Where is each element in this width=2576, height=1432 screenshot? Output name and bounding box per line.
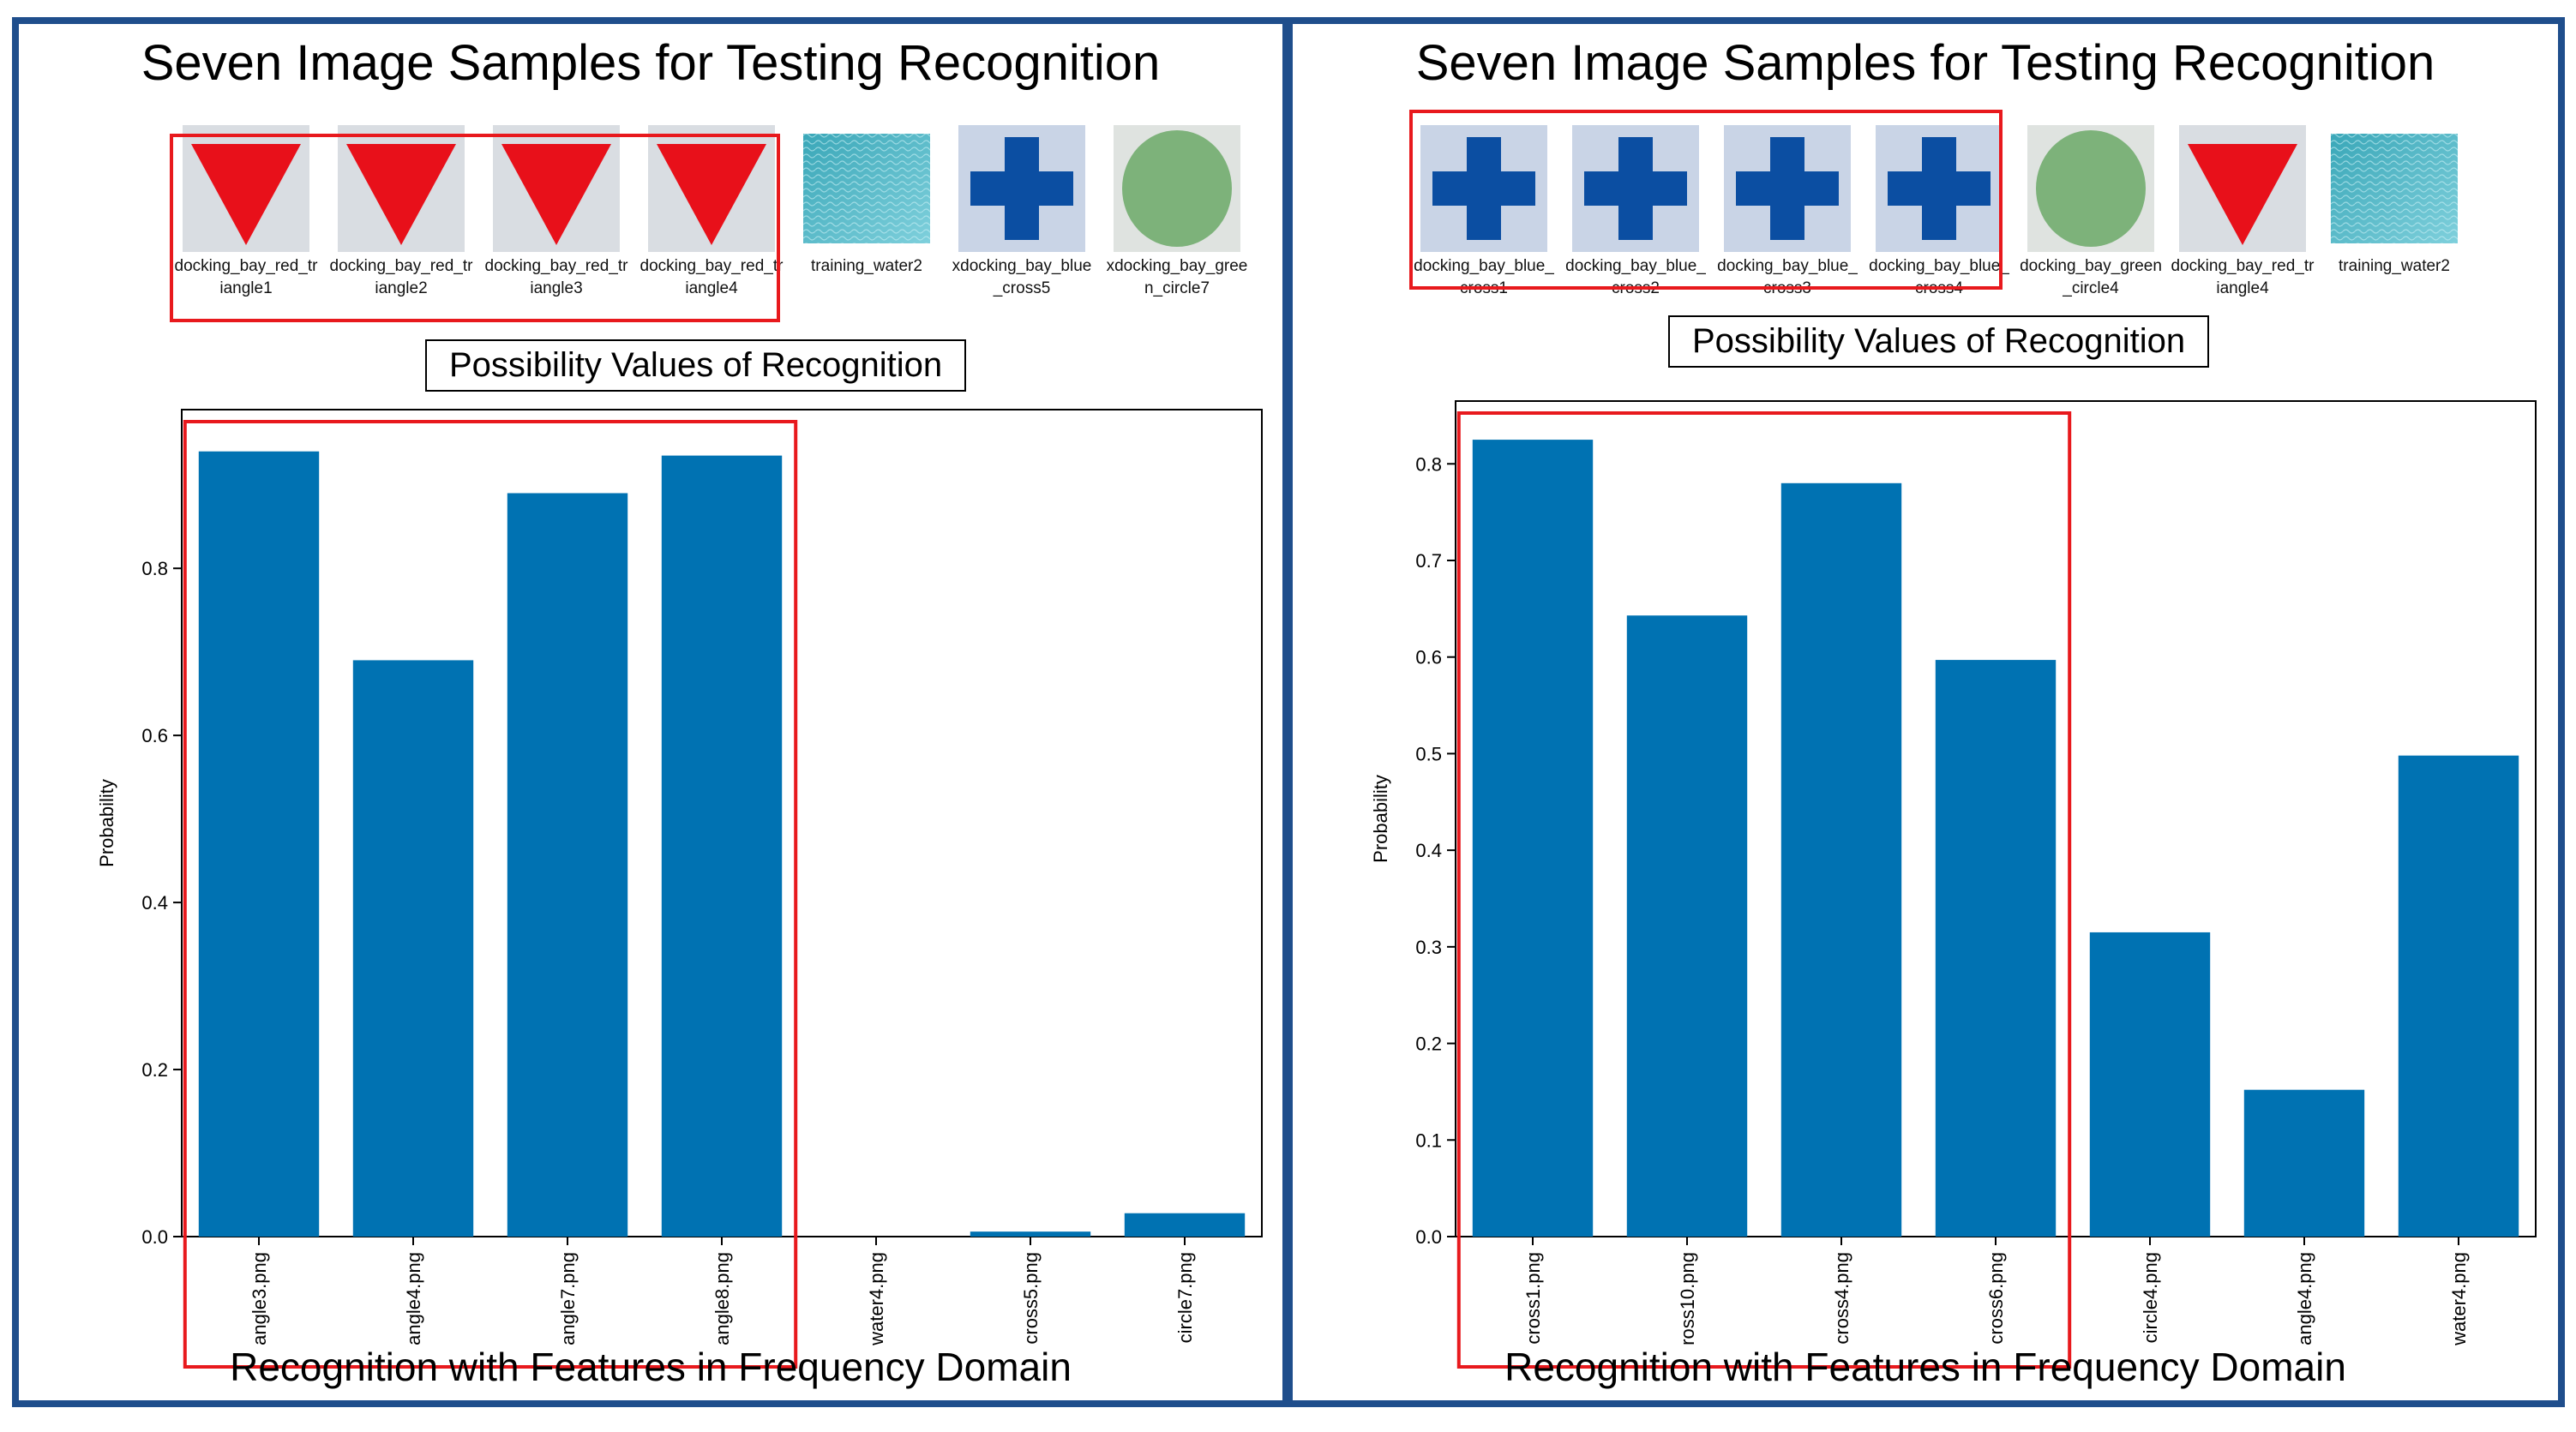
blue-cross-icon xyxy=(1420,125,1547,252)
y-tick-label: 0.8 xyxy=(1415,453,1442,475)
left-chart-title: Possibility Values of Recognition xyxy=(425,339,967,392)
sample-image: docking_bay_red_triangle4 xyxy=(639,125,784,300)
sample-image: docking_bay_green_circle4 xyxy=(2018,125,2164,300)
sample-image: docking_bay_red_triangle3 xyxy=(483,125,629,300)
bar xyxy=(1935,660,2057,1237)
sample-image: docking_bay_red_triangle1 xyxy=(173,125,319,300)
x-tick-label: angle4.png xyxy=(403,1252,424,1345)
bar xyxy=(2089,932,2211,1237)
bar xyxy=(1124,1213,1246,1237)
right-panel-title: Seven Image Samples for Testing Recognit… xyxy=(1415,35,2435,91)
y-tick-label: 0.5 xyxy=(1415,743,1442,764)
left-panel: Seven Image Samples for Testing Recognit… xyxy=(12,17,1289,1407)
y-tick-label: 0.4 xyxy=(1415,840,1442,861)
y-tick-label: 0.0 xyxy=(141,1226,168,1248)
bars-highlight-box xyxy=(183,420,798,1369)
y-tick-label: 0.7 xyxy=(1415,550,1442,572)
x-tick-label: cross1.png xyxy=(1522,1252,1544,1345)
x-tick-label: angle8.png xyxy=(712,1252,733,1345)
sample-caption: docking_bay_blue_cross1 xyxy=(1414,257,1554,297)
red-triangle-icon xyxy=(648,125,775,252)
bar xyxy=(507,493,628,1237)
y-axis-label: Probability xyxy=(1370,775,1391,863)
sample-image: docking_bay_blue_cross1 xyxy=(1411,125,1557,300)
blue-cross-icon xyxy=(958,125,1085,252)
y-tick-label: 0.6 xyxy=(1415,647,1442,668)
x-tick-label: cross5.png xyxy=(1020,1252,1042,1345)
sample-image: docking_bay_blue_cross3 xyxy=(1714,125,1860,300)
sample-image: xdocking_bay_green_circle7 xyxy=(1104,125,1250,300)
bars-highlight-box xyxy=(1456,411,2072,1369)
sample-caption: docking_bay_red_triangle1 xyxy=(174,257,318,297)
water-texture-icon xyxy=(2331,125,2458,252)
water-texture-icon xyxy=(803,125,930,252)
x-tick-label: circle7.png xyxy=(1174,1252,1196,1343)
y-tick-label: 0.2 xyxy=(1415,1034,1442,1055)
x-tick-label: cross4.png xyxy=(1831,1252,1852,1345)
sample-caption: docking_bay_blue_cross3 xyxy=(1717,257,1858,297)
sample-image: docking_bay_red_triangle4 xyxy=(2170,125,2315,300)
red-triangle-icon xyxy=(183,125,309,252)
sample-caption: docking_bay_green_circle4 xyxy=(2020,257,2162,297)
red-triangle-icon xyxy=(338,125,465,252)
right-panel: Seven Image Samples for Testing Recognit… xyxy=(1286,17,2565,1407)
sample-caption: xdocking_bay_green_circle7 xyxy=(1106,257,1248,297)
left-sample-strip: docking_bay_red_triangle1 docking_bay_red… xyxy=(19,125,1282,339)
blue-cross-icon xyxy=(1724,125,1851,252)
y-tick-label: 0.0 xyxy=(1415,1226,1442,1248)
right-sample-strip: docking_bay_blue_cross1 docking_bay_blue_… xyxy=(1293,125,2558,339)
y-tick-label: 0.4 xyxy=(141,892,168,914)
bar xyxy=(661,455,783,1237)
y-tick-label: 0.3 xyxy=(1415,937,1442,958)
bar xyxy=(1626,615,1748,1237)
x-tick-label: water4.png xyxy=(2448,1252,2470,1346)
x-tick-label: angle7.png xyxy=(557,1252,579,1345)
green-circle-icon xyxy=(2027,125,2154,252)
bar xyxy=(352,660,474,1237)
red-triangle-icon xyxy=(493,125,620,252)
bar xyxy=(1472,440,1594,1237)
sample-image: docking_bay_red_triangle2 xyxy=(328,125,474,300)
x-tick-label: circle4.png xyxy=(2140,1252,2161,1343)
sample-image: training_water2 xyxy=(2321,125,2467,278)
right-chart-title: Possibility Values of Recognition xyxy=(1668,315,2210,368)
x-tick-label: angle3.png xyxy=(249,1252,270,1345)
red-triangle-icon xyxy=(2179,125,2306,252)
x-tick-label: water4.png xyxy=(866,1252,887,1346)
sample-caption: training_water2 xyxy=(811,257,922,275)
right-bar-chart: 0.0 0.1 0.2 0.3 0.4 0.5 0.6 0.7 0.8 Probability cr… xyxy=(1370,400,2537,1369)
x-tick-label: angle4.png xyxy=(2294,1252,2315,1345)
sample-caption: docking_bay_red_triangle4 xyxy=(639,257,784,297)
bar xyxy=(198,451,320,1237)
bar xyxy=(2398,755,2519,1237)
sample-caption: docking_bay_blue_cross4 xyxy=(1869,257,2009,297)
left-footer: Recognition with Features in Frequency D… xyxy=(230,1345,1072,1389)
bar xyxy=(2243,1089,2365,1237)
left-panel-title: Seven Image Samples for Testing Recognit… xyxy=(141,35,1161,91)
sample-caption: docking_bay_red_triangle2 xyxy=(329,257,473,297)
x-tick-label: ross10.png xyxy=(1677,1252,1698,1345)
y-tick-label: 0.8 xyxy=(141,558,168,579)
x-tick-label: cross6.png xyxy=(1985,1252,2007,1345)
left-bar-chart: 0.0 0.2 0.4 0.6 0.8 Probability angle3.png angl… xyxy=(96,409,1263,1369)
sample-caption: docking_bay_red_triangle3 xyxy=(484,257,628,297)
y-tick-label: 0.2 xyxy=(141,1059,168,1081)
green-circle-icon xyxy=(1114,125,1240,252)
sample-image: xdocking_bay_blue_cross5 xyxy=(949,125,1095,300)
y-axis-label: Probability xyxy=(96,779,117,867)
sample-caption: xdocking_bay_blue_cross5 xyxy=(952,257,1092,297)
bar xyxy=(1780,482,1902,1237)
sample-image: docking_bay_blue_cross4 xyxy=(1866,125,2012,300)
sample-caption: docking_bay_blue_cross2 xyxy=(1565,257,1706,297)
right-footer: Recognition with Features in Frequency D… xyxy=(1504,1345,2346,1389)
bar xyxy=(970,1231,1091,1237)
blue-cross-icon xyxy=(1876,125,2003,252)
blue-cross-icon xyxy=(1572,125,1699,252)
sample-image: docking_bay_blue_cross2 xyxy=(1563,125,1708,300)
sample-caption: docking_bay_red_triangle4 xyxy=(2171,257,2315,297)
y-tick-label: 0.6 xyxy=(141,725,168,746)
sample-caption: training_water2 xyxy=(2339,257,2450,275)
sample-image: training_water2 xyxy=(794,125,940,278)
y-tick-label: 0.1 xyxy=(1415,1129,1442,1151)
